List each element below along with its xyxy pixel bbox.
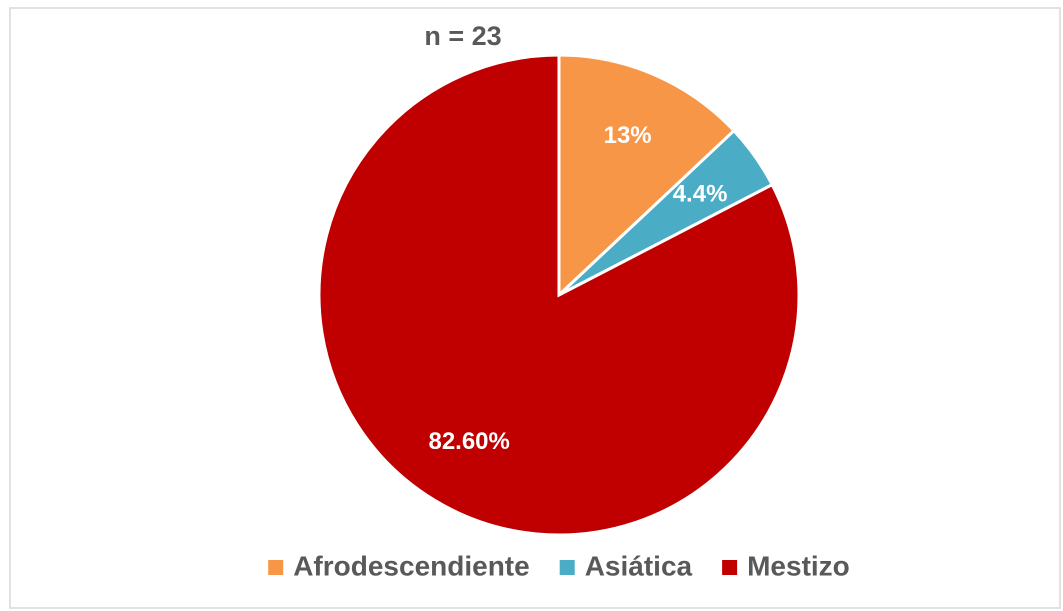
- legend-label: Mestizo: [747, 550, 850, 581]
- chart-title: n = 23: [424, 21, 501, 51]
- legend-swatch: [722, 560, 738, 575]
- legend-swatch: [559, 560, 575, 575]
- data-label: 13%: [604, 122, 652, 149]
- data-label: 82.60%: [428, 428, 509, 455]
- legend-label: Asiática: [585, 550, 693, 581]
- pie-slice: [317, 53, 801, 537]
- pie-slice: [557, 53, 737, 299]
- legend-swatch: [268, 560, 284, 575]
- data-label: 4.4%: [673, 181, 728, 208]
- legend-label: Afrodescendiente: [293, 550, 530, 581]
